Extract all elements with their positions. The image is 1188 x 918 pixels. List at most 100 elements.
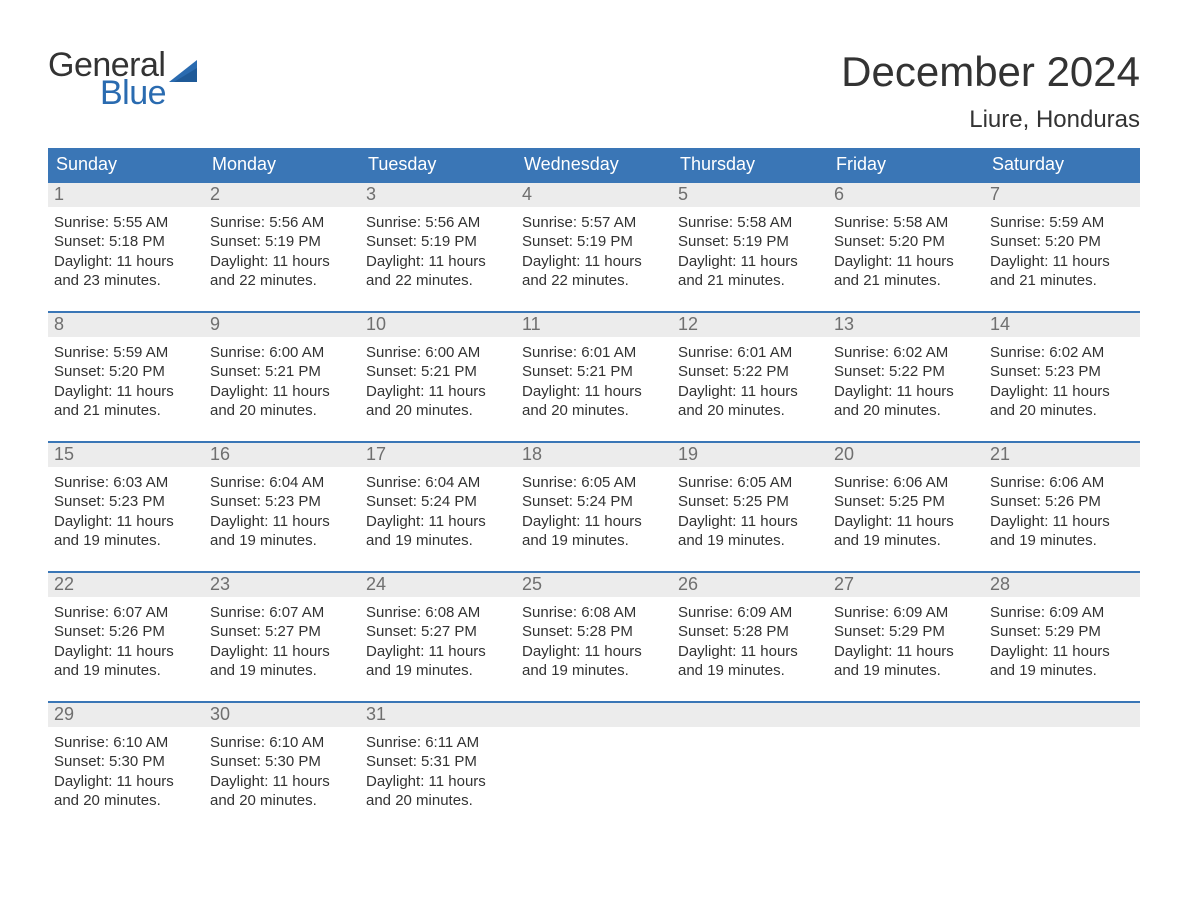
day-number bbox=[516, 703, 672, 727]
day-header: Thursday bbox=[672, 148, 828, 181]
day-cell: 12Sunrise: 6:01 AMSunset: 5:22 PMDayligh… bbox=[672, 313, 828, 431]
day-number: 7 bbox=[984, 183, 1140, 207]
day-body: Sunrise: 6:07 AMSunset: 5:26 PMDaylight:… bbox=[48, 597, 204, 687]
day-cell: 30Sunrise: 6:10 AMSunset: 5:30 PMDayligh… bbox=[204, 703, 360, 821]
day-body: Sunrise: 5:57 AMSunset: 5:19 PMDaylight:… bbox=[516, 207, 672, 297]
day-number: 2 bbox=[204, 183, 360, 207]
sunset-line: Sunset: 5:22 PM bbox=[678, 362, 822, 382]
daylight-line-1: Daylight: 11 hours bbox=[990, 382, 1134, 402]
title-block: December 2024 Liure, Honduras bbox=[841, 48, 1140, 134]
sunrise-line: Sunrise: 5:58 AM bbox=[834, 213, 978, 233]
day-body: Sunrise: 5:56 AMSunset: 5:19 PMDaylight:… bbox=[360, 207, 516, 297]
sunset-line: Sunset: 5:20 PM bbox=[54, 362, 198, 382]
sunrise-line: Sunrise: 6:04 AM bbox=[366, 473, 510, 493]
daylight-line-2: and 19 minutes. bbox=[678, 531, 822, 551]
daylight-line-2: and 19 minutes. bbox=[366, 531, 510, 551]
sunset-line: Sunset: 5:21 PM bbox=[366, 362, 510, 382]
sunset-line: Sunset: 5:18 PM bbox=[54, 232, 198, 252]
calendar: SundayMondayTuesdayWednesdayThursdayFrid… bbox=[48, 148, 1140, 821]
day-number: 27 bbox=[828, 573, 984, 597]
day-number: 13 bbox=[828, 313, 984, 337]
day-body: Sunrise: 6:09 AMSunset: 5:28 PMDaylight:… bbox=[672, 597, 828, 687]
sunset-line: Sunset: 5:29 PM bbox=[834, 622, 978, 642]
day-body: Sunrise: 6:04 AMSunset: 5:23 PMDaylight:… bbox=[204, 467, 360, 557]
day-body: Sunrise: 6:00 AMSunset: 5:21 PMDaylight:… bbox=[204, 337, 360, 427]
day-body: Sunrise: 5:56 AMSunset: 5:19 PMDaylight:… bbox=[204, 207, 360, 297]
daylight-line-2: and 19 minutes. bbox=[990, 661, 1134, 681]
day-body: Sunrise: 6:02 AMSunset: 5:22 PMDaylight:… bbox=[828, 337, 984, 427]
daylight-line-1: Daylight: 11 hours bbox=[366, 382, 510, 402]
week-row: 22Sunrise: 6:07 AMSunset: 5:26 PMDayligh… bbox=[48, 571, 1140, 691]
day-cell: 18Sunrise: 6:05 AMSunset: 5:24 PMDayligh… bbox=[516, 443, 672, 561]
day-header: Friday bbox=[828, 148, 984, 181]
week-row: 15Sunrise: 6:03 AMSunset: 5:23 PMDayligh… bbox=[48, 441, 1140, 561]
daylight-line-1: Daylight: 11 hours bbox=[54, 512, 198, 532]
daylight-line-2: and 19 minutes. bbox=[54, 531, 198, 551]
day-cell: 27Sunrise: 6:09 AMSunset: 5:29 PMDayligh… bbox=[828, 573, 984, 691]
logo: General Blue bbox=[48, 48, 197, 110]
day-body: Sunrise: 5:55 AMSunset: 5:18 PMDaylight:… bbox=[48, 207, 204, 297]
day-body: Sunrise: 5:59 AMSunset: 5:20 PMDaylight:… bbox=[48, 337, 204, 427]
sunrise-line: Sunrise: 6:09 AM bbox=[990, 603, 1134, 623]
sunrise-line: Sunrise: 6:10 AM bbox=[54, 733, 198, 753]
daylight-line-1: Daylight: 11 hours bbox=[366, 642, 510, 662]
sunset-line: Sunset: 5:24 PM bbox=[366, 492, 510, 512]
day-body: Sunrise: 6:00 AMSunset: 5:21 PMDaylight:… bbox=[360, 337, 516, 427]
day-header: Saturday bbox=[984, 148, 1140, 181]
sunset-line: Sunset: 5:26 PM bbox=[990, 492, 1134, 512]
sunrise-line: Sunrise: 6:00 AM bbox=[366, 343, 510, 363]
day-body: Sunrise: 6:03 AMSunset: 5:23 PMDaylight:… bbox=[48, 467, 204, 557]
day-number: 12 bbox=[672, 313, 828, 337]
daylight-line-2: and 21 minutes. bbox=[54, 401, 198, 421]
daylight-line-1: Daylight: 11 hours bbox=[210, 642, 354, 662]
sunrise-line: Sunrise: 6:09 AM bbox=[678, 603, 822, 623]
day-cell: 1Sunrise: 5:55 AMSunset: 5:18 PMDaylight… bbox=[48, 183, 204, 301]
day-number bbox=[672, 703, 828, 727]
sunrise-line: Sunrise: 6:06 AM bbox=[990, 473, 1134, 493]
sunrise-line: Sunrise: 6:07 AM bbox=[54, 603, 198, 623]
sunset-line: Sunset: 5:27 PM bbox=[210, 622, 354, 642]
daylight-line-2: and 19 minutes. bbox=[210, 531, 354, 551]
daylight-line-2: and 19 minutes. bbox=[210, 661, 354, 681]
daylight-line-2: and 21 minutes. bbox=[990, 271, 1134, 291]
sunrise-line: Sunrise: 6:01 AM bbox=[678, 343, 822, 363]
sunrise-line: Sunrise: 6:05 AM bbox=[678, 473, 822, 493]
daylight-line-1: Daylight: 11 hours bbox=[210, 512, 354, 532]
day-header: Tuesday bbox=[360, 148, 516, 181]
sunrise-line: Sunrise: 6:08 AM bbox=[366, 603, 510, 623]
day-number: 30 bbox=[204, 703, 360, 727]
week-row: 1Sunrise: 5:55 AMSunset: 5:18 PMDaylight… bbox=[48, 181, 1140, 301]
sunset-line: Sunset: 5:26 PM bbox=[54, 622, 198, 642]
daylight-line-2: and 23 minutes. bbox=[54, 271, 198, 291]
day-cell: 17Sunrise: 6:04 AMSunset: 5:24 PMDayligh… bbox=[360, 443, 516, 561]
day-number: 19 bbox=[672, 443, 828, 467]
sunset-line: Sunset: 5:25 PM bbox=[678, 492, 822, 512]
day-number: 9 bbox=[204, 313, 360, 337]
sunset-line: Sunset: 5:20 PM bbox=[990, 232, 1134, 252]
daylight-line-1: Daylight: 11 hours bbox=[990, 642, 1134, 662]
daylight-line-2: and 20 minutes. bbox=[210, 791, 354, 811]
day-body: Sunrise: 6:06 AMSunset: 5:26 PMDaylight:… bbox=[984, 467, 1140, 557]
daylight-line-1: Daylight: 11 hours bbox=[834, 252, 978, 272]
day-number bbox=[984, 703, 1140, 727]
daylight-line-1: Daylight: 11 hours bbox=[522, 512, 666, 532]
daylight-line-1: Daylight: 11 hours bbox=[834, 512, 978, 532]
daylight-line-2: and 20 minutes. bbox=[366, 401, 510, 421]
day-body: Sunrise: 5:58 AMSunset: 5:20 PMDaylight:… bbox=[828, 207, 984, 297]
daylight-line-2: and 20 minutes. bbox=[522, 401, 666, 421]
day-number: 25 bbox=[516, 573, 672, 597]
day-cell: 14Sunrise: 6:02 AMSunset: 5:23 PMDayligh… bbox=[984, 313, 1140, 431]
day-number: 21 bbox=[984, 443, 1140, 467]
day-number: 11 bbox=[516, 313, 672, 337]
daylight-line-1: Daylight: 11 hours bbox=[210, 772, 354, 792]
day-cell bbox=[984, 703, 1140, 821]
day-cell: 21Sunrise: 6:06 AMSunset: 5:26 PMDayligh… bbox=[984, 443, 1140, 561]
day-cell: 4Sunrise: 5:57 AMSunset: 5:19 PMDaylight… bbox=[516, 183, 672, 301]
day-cell: 26Sunrise: 6:09 AMSunset: 5:28 PMDayligh… bbox=[672, 573, 828, 691]
daylight-line-2: and 22 minutes. bbox=[366, 271, 510, 291]
sunset-line: Sunset: 5:27 PM bbox=[366, 622, 510, 642]
day-number: 1 bbox=[48, 183, 204, 207]
daylight-line-1: Daylight: 11 hours bbox=[522, 642, 666, 662]
day-cell: 3Sunrise: 5:56 AMSunset: 5:19 PMDaylight… bbox=[360, 183, 516, 301]
daylight-line-2: and 20 minutes. bbox=[54, 791, 198, 811]
